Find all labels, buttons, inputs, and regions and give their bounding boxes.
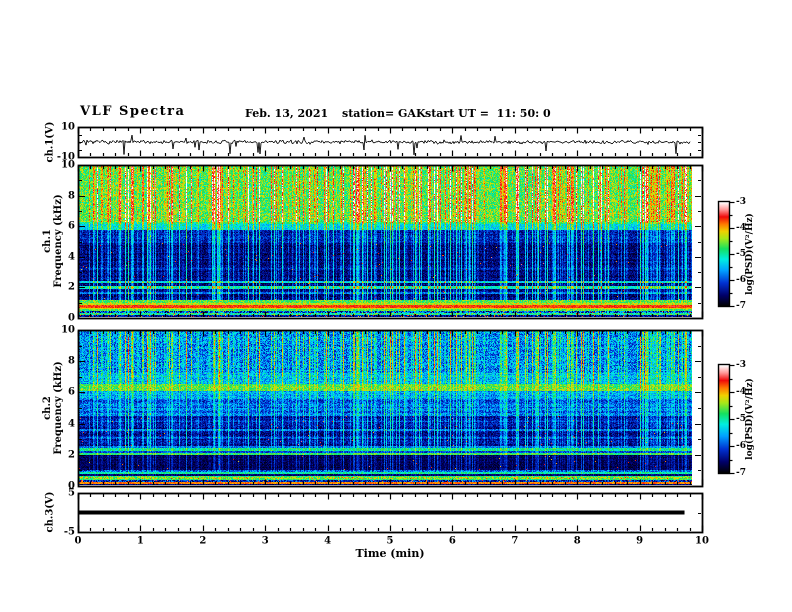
ch1-frequency-tick-label: 6 bbox=[68, 220, 75, 232]
ch2-frequency-tick-label: 6 bbox=[68, 386, 75, 398]
x-tick-label: 10 bbox=[695, 535, 709, 547]
colorbar1-tick-label: -5 bbox=[736, 249, 746, 259]
ch1-frequency-tick-label: 0 bbox=[68, 312, 75, 324]
ch1-frequency-tick-label: 8 bbox=[68, 190, 75, 202]
ch2-frequency-axis-line2: Frequency (kHz) bbox=[53, 361, 64, 455]
ch1-frequency-tick-label: 2 bbox=[68, 281, 75, 293]
ch1-frequency-axis-line2: Frequency (kHz) bbox=[53, 194, 64, 288]
colorbar1-tick-label: -6 bbox=[736, 275, 746, 285]
ch1-voltage-axis-label: ch.1(V) bbox=[44, 121, 56, 163]
ch3-voltage-tick-label: -5 bbox=[63, 526, 75, 538]
colorbar1-label: log(PSD)(V²/Hz) bbox=[745, 213, 755, 295]
ch1-frequency-tick-label: 10 bbox=[61, 159, 75, 171]
x-tick-label: 9 bbox=[636, 535, 644, 547]
colorbar2-tick-label: -6 bbox=[736, 441, 746, 451]
ch2-frequency-axis-line1: ch.2 bbox=[42, 396, 53, 420]
ch2-frequency-axis-label: ch.2 Frequency (kHz) bbox=[42, 361, 64, 454]
ch1-frequency-axis-line1: ch.1 bbox=[42, 229, 53, 253]
ch2-frequency-tick-label: 4 bbox=[68, 418, 75, 430]
colorbar2-tick-label: -5 bbox=[736, 414, 746, 424]
ch1-frequency-tick-label: 4 bbox=[68, 251, 75, 263]
ch3-voltage-tick-label: 5 bbox=[68, 487, 75, 499]
colorbar2-tick-label: -4 bbox=[736, 387, 746, 397]
x-tick-label: 4 bbox=[324, 535, 332, 547]
x-tick-label: 5 bbox=[386, 535, 394, 547]
x-tick-label: 2 bbox=[199, 535, 207, 547]
x-tick-label: 7 bbox=[511, 535, 519, 547]
colorbar1-tick-label: -4 bbox=[736, 223, 746, 233]
x-tick-label: 6 bbox=[448, 535, 456, 547]
x-axis-title: Time (min) bbox=[355, 547, 425, 560]
colorbar2-tick-label: -7 bbox=[736, 468, 746, 478]
colorbar2-tick-label: -3 bbox=[736, 360, 746, 370]
colorbar2-label: log(PSD)(V²/Hz) bbox=[745, 378, 755, 460]
ch3-voltage-axis-label: ch.3(V) bbox=[44, 491, 56, 533]
x-tick-label: 0 bbox=[74, 535, 82, 547]
x-tick-label: 8 bbox=[573, 535, 581, 547]
ch2-frequency-tick-label: 8 bbox=[68, 355, 75, 367]
ch2-frequency-tick-label: 10 bbox=[61, 324, 75, 336]
ch1-frequency-axis-label: ch.1 Frequency (kHz) bbox=[42, 194, 64, 287]
x-tick-label: 1 bbox=[136, 535, 144, 547]
ch2-frequency-tick-label: 2 bbox=[68, 449, 75, 461]
colorbar1-tick-label: -7 bbox=[736, 301, 746, 311]
colorbar1-tick-label: -3 bbox=[736, 197, 746, 207]
ch2-frequency-tick-label: 0 bbox=[68, 480, 75, 492]
x-tick-label: 3 bbox=[261, 535, 269, 547]
ch1-voltage-tick-label: 10 bbox=[61, 121, 75, 133]
ch1-voltage-tick-label: -10 bbox=[56, 151, 75, 163]
